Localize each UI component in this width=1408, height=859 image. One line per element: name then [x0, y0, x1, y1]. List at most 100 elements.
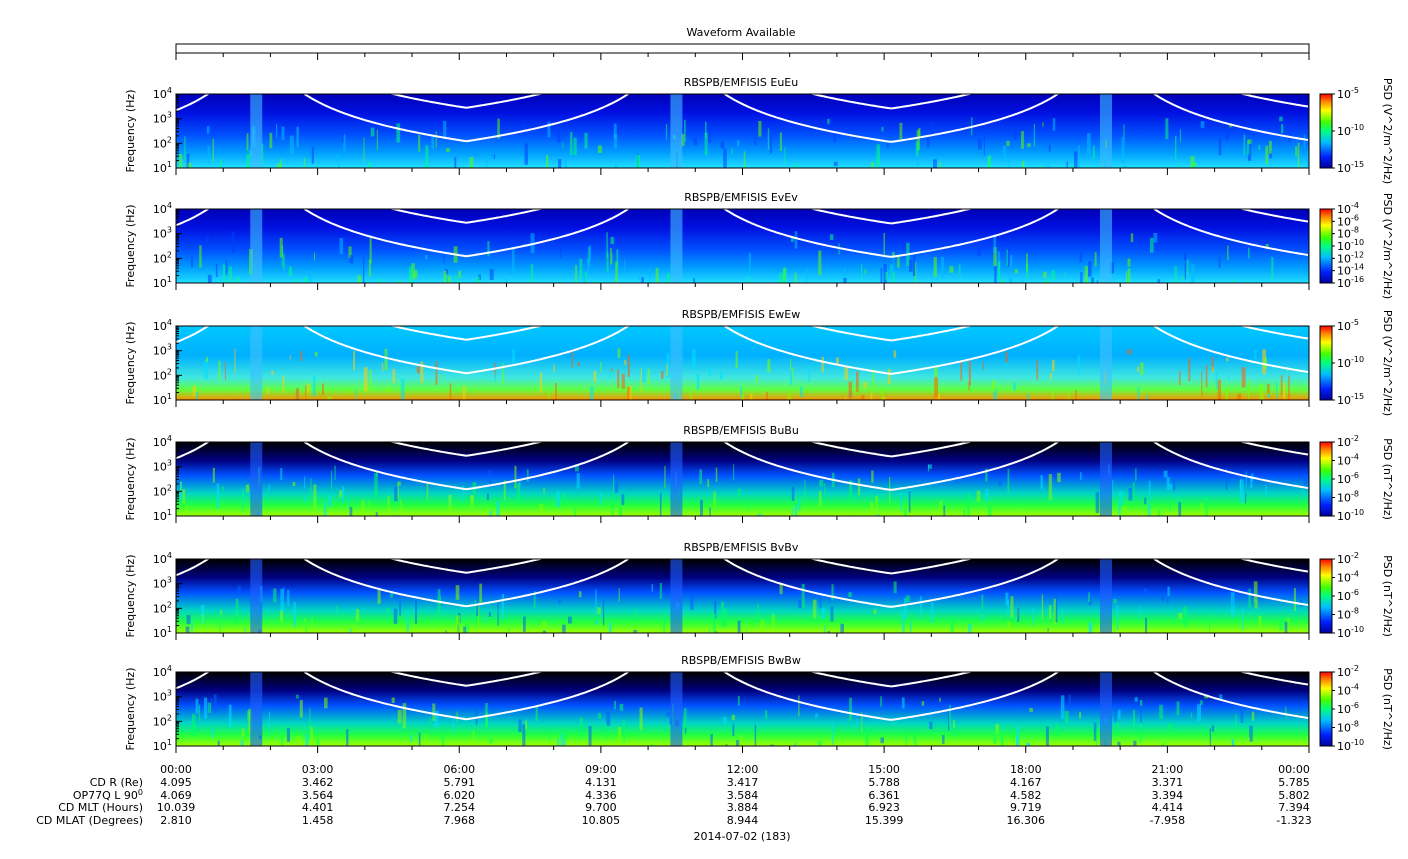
y-tick-base: 10 — [153, 203, 167, 216]
y-tick-label: 102 — [153, 135, 172, 150]
ephemeris-value: 4.414 — [1152, 801, 1184, 814]
time-tick-label: 06:00 — [443, 763, 475, 776]
overlay-curve — [176, 442, 1309, 491]
colorbar-tick-base: 10 — [1337, 252, 1351, 265]
colorbar-tick-label: 10-10 — [1337, 738, 1364, 753]
colorbar-tick-label: 10-2 — [1337, 434, 1359, 449]
colorbar-label: PSD (V^2/m^2/Hz) — [1381, 193, 1394, 299]
ephemeris-value: 9.700 — [585, 801, 617, 814]
colorbar-tick-exp: -6 — [1351, 213, 1359, 222]
ephemeris-value: 3.564 — [302, 789, 334, 802]
colorbar-tick-label: 10-8 — [1337, 720, 1359, 735]
colorbar — [1319, 208, 1333, 284]
spectrogram-texture — [180, 442, 1308, 516]
ephemeris-value: 1.458 — [302, 814, 334, 827]
colorbar-tick-base: 10 — [1337, 627, 1351, 640]
ephemeris-value: 6.020 — [444, 789, 476, 802]
colorbar-tick-exp: -8 — [1351, 720, 1359, 729]
ephemeris-value: 3.417 — [727, 776, 759, 789]
colorbar-tick-exp: -5 — [1351, 318, 1359, 327]
ephemeris-table: CD R (Re) 4.095 3.462 5.791 4.131 3.417 … — [36, 776, 1312, 827]
ephemeris-label: OP77Q L 900 — [73, 788, 143, 802]
colorbar-label: PSD (nT^2/Hz) — [1381, 555, 1394, 637]
y-tick-exp: 2 — [167, 713, 172, 722]
overlay-curve — [176, 559, 1309, 608]
panel-title: RBSPB/EMFISIS BuBu — [683, 424, 799, 437]
y-tick-base: 10 — [153, 436, 167, 449]
colorbar-tick-label: 10-6 — [1337, 213, 1359, 228]
colorbar-tick-exp: -6 — [1351, 701, 1359, 710]
ephemeris-value: 3.462 — [302, 776, 334, 789]
colorbar-tick-exp: -10 — [1351, 238, 1364, 247]
y-tick-base: 10 — [153, 510, 167, 523]
y-tick-exp: 4 — [167, 318, 172, 327]
overlay-curve — [176, 209, 1309, 258]
ephemeris-label-sup: 0 — [138, 788, 143, 797]
ephemeris-value: 4.336 — [585, 789, 617, 802]
y-tick-exp: 1 — [167, 738, 172, 747]
colorbar-tick-base: 10 — [1337, 228, 1351, 241]
colorbar-tick-exp: -12 — [1351, 250, 1364, 259]
colorbar-tick-label: 10-4 — [1337, 453, 1359, 468]
colorbar-tick-base: 10 — [1337, 553, 1351, 566]
y-tick-label: 103 — [153, 689, 172, 704]
time-axis: 00:00 03:00 06:00 09:00 12:00 15:00 18:0… — [160, 763, 1310, 776]
y-tick-label: 102 — [153, 713, 172, 728]
ephemeris-value: 16.306 — [1007, 814, 1046, 827]
colorbar-tick-label: 10-16 — [1337, 275, 1364, 290]
colorbar-tick-exp: -2 — [1351, 664, 1359, 673]
y-tick-base: 10 — [153, 691, 167, 704]
y-tick-base: 10 — [153, 137, 167, 150]
ephemeris-value: 9.719 — [1010, 801, 1042, 814]
spectrogram-texture — [185, 559, 1303, 633]
y-tick-base: 10 — [153, 394, 167, 407]
panel-title: RBSPB/EMFISIS BwBw — [681, 654, 801, 667]
y-tick-exp: 1 — [167, 160, 172, 169]
colorbar-label: PSD (V^2/m^2/Hz) — [1381, 78, 1394, 184]
colorbar-tick-base: 10 — [1337, 320, 1351, 333]
colorbar — [1319, 325, 1333, 401]
y-tick-label: 104 — [153, 318, 172, 333]
y-tick-label: 101 — [153, 392, 172, 407]
ephemeris-value: 3.371 — [1152, 776, 1184, 789]
y-tick-base: 10 — [153, 485, 167, 498]
colorbar-tick-base: 10 — [1337, 215, 1351, 228]
y-tick-exp: 3 — [167, 689, 172, 698]
colorbar-tick-base: 10 — [1337, 685, 1351, 698]
ephemeris-value: 4.167 — [1010, 776, 1042, 789]
colorbar-tick-label: 10-4 — [1337, 570, 1359, 585]
y-tick-label: 104 — [153, 664, 172, 679]
y-tick-exp: 3 — [167, 111, 172, 120]
overlay-curves — [176, 326, 1309, 375]
colorbar-tick-label: 10-10 — [1337, 238, 1364, 253]
y-tick-base: 10 — [153, 345, 167, 358]
ephemeris-label: CD R (Re) — [90, 776, 143, 789]
y-axis-label: Frequency (Hz) — [124, 668, 137, 751]
colorbar-tick-exp: -14 — [1351, 263, 1364, 272]
colorbar-tick-exp: -10 — [1351, 508, 1364, 517]
ephemeris-row: CD MLT (Hours) 10.039 4.401 7.254 9.700 … — [58, 801, 1310, 814]
y-tick-label: 103 — [153, 111, 172, 126]
y-tick-label: 103 — [153, 226, 172, 241]
panel-title: RBSPB/EMFISIS EvEv — [684, 191, 798, 204]
colorbar-tick-label: 10-6 — [1337, 701, 1359, 716]
colorbar-label: PSD (nT^2/Hz) — [1381, 438, 1394, 520]
colorbar-tick-exp: -6 — [1351, 471, 1359, 480]
ephemeris-value: 5.788 — [868, 776, 900, 789]
waveform-bar-frame — [175, 43, 1310, 54]
y-axis-label: Frequency (Hz) — [124, 555, 137, 638]
colorbar-tick-exp: -16 — [1351, 275, 1364, 284]
time-tick-label: 21:00 — [1152, 763, 1184, 776]
colorbar-tick-base: 10 — [1337, 703, 1351, 716]
ephemeris-value: -1.323 — [1276, 814, 1311, 827]
y-axis-label: Frequency (Hz) — [124, 438, 137, 521]
colorbar-tick-label: 10-6 — [1337, 471, 1359, 486]
y-tick-label: 104 — [153, 434, 172, 449]
y-tick-base: 10 — [153, 602, 167, 615]
colorbar-tick-exp: -4 — [1351, 453, 1359, 462]
ephemeris-value: 6.361 — [868, 789, 900, 802]
y-tick-label: 101 — [153, 275, 172, 290]
y-tick-label: 103 — [153, 343, 172, 358]
colorbar-tick-base: 10 — [1337, 436, 1351, 449]
y-tick-exp: 2 — [167, 135, 172, 144]
